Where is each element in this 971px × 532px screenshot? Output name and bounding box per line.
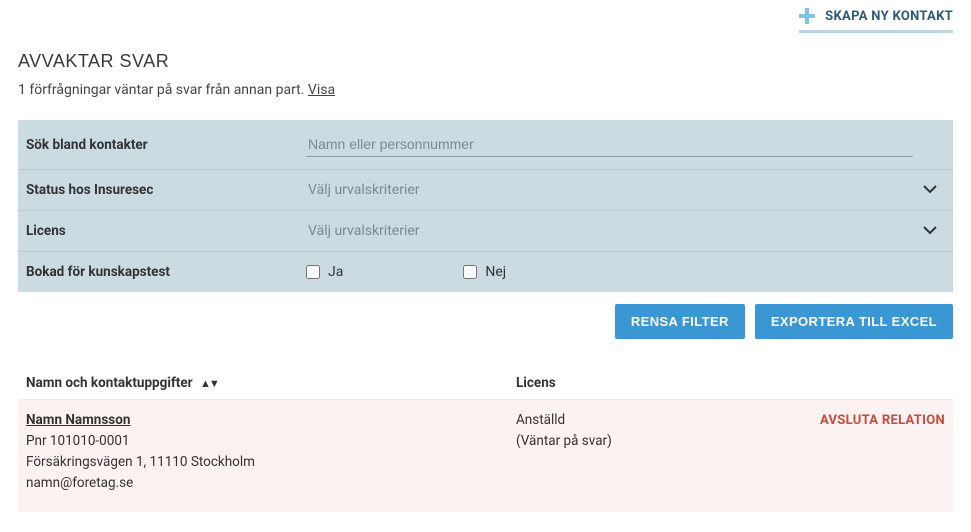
col-header-action — [766, 375, 945, 391]
filter-control-license: Välj urvalskriterier — [306, 223, 953, 239]
filter-row-booked: Bokad för kunskapstest Ja Nej — [18, 252, 953, 292]
filter-actions: RENSA FILTER EXPORTERA TILL EXCEL — [18, 304, 953, 339]
filter-panel: Sök bland kontakter Status hos Insuresec… — [18, 120, 953, 292]
table-header: Namn och kontaktuppgifter ▲▼ Licens — [18, 367, 953, 400]
col-header-license[interactable]: Licens — [516, 375, 766, 391]
filter-row-search: Sök bland kontakter — [18, 120, 953, 170]
filter-label-license: Licens — [26, 223, 306, 239]
cell-license: Anställd (Väntar på svar) — [516, 410, 766, 494]
filter-row-license[interactable]: Licens Välj urvalskriterier — [18, 211, 953, 252]
contact-name-link[interactable]: Namn Namnsson — [26, 410, 516, 431]
contact-address: Försäkringsvägen 1, 11110 Stockholm — [26, 452, 516, 473]
awaiting-title: AVVAKTAR SVAR — [18, 51, 953, 72]
checkbox-no-input[interactable] — [463, 265, 477, 279]
filter-control-search — [306, 132, 953, 157]
checkbox-no[interactable]: Nej — [463, 264, 506, 280]
chevron-down-icon[interactable] — [923, 223, 937, 239]
export-excel-button[interactable]: EXPORTERA TILL EXCEL — [755, 304, 953, 339]
search-input[interactable] — [306, 132, 913, 157]
awaiting-text: 1 förfrågningar väntar på svar från anna… — [18, 82, 308, 98]
contact-status: (Väntar på svar) — [516, 431, 766, 452]
col-header-name-label: Namn och kontaktuppgifter — [26, 375, 193, 391]
end-relation-button[interactable]: AVSLUTA RELATION — [820, 413, 945, 428]
top-actions: SKAPA NY KONTAKT — [18, 8, 953, 33]
col-header-name[interactable]: Namn och kontaktuppgifter ▲▼ — [26, 375, 516, 391]
create-contact-label: SKAPA NY KONTAKT — [825, 9, 953, 24]
awaiting-text-line: 1 förfrågningar väntar på svar från anna… — [18, 82, 953, 98]
table-row: Namn Namnsson Pnr 101010-0001 Försäkring… — [18, 400, 953, 512]
cell-action: AVSLUTA RELATION — [766, 410, 945, 494]
plus-icon — [799, 8, 815, 24]
filter-label-status: Status hos Insuresec — [26, 182, 306, 198]
checkbox-yes[interactable]: Ja — [306, 264, 343, 280]
checkbox-yes-label: Ja — [328, 264, 343, 280]
contact-pnr: Pnr 101010-0001 — [26, 431, 516, 452]
chevron-down-icon[interactable] — [923, 182, 937, 198]
checkbox-yes-input[interactable] — [306, 265, 320, 279]
sort-icon: ▲▼ — [200, 377, 218, 390]
create-contact-button[interactable]: SKAPA NY KONTAKT — [799, 8, 953, 33]
checkbox-no-label: Nej — [485, 264, 506, 280]
clear-filter-button[interactable]: RENSA FILTER — [615, 304, 745, 339]
cell-contact: Namn Namnsson Pnr 101010-0001 Försäkring… — [26, 410, 516, 494]
filter-label-search: Sök bland kontakter — [26, 137, 306, 153]
contact-email: namn@foretag.se — [26, 473, 516, 494]
filter-row-status[interactable]: Status hos Insuresec Välj urvalskriterie… — [18, 170, 953, 211]
status-select-placeholder: Välj urvalskriterier — [306, 182, 420, 198]
filter-control-booked: Ja Nej — [306, 264, 953, 280]
contact-role: Anställd — [516, 410, 766, 431]
filter-label-booked: Bokad för kunskapstest — [26, 264, 306, 280]
filter-control-status: Välj urvalskriterier — [306, 182, 953, 198]
awaiting-show-link[interactable]: Visa — [308, 82, 335, 98]
license-select-placeholder: Välj urvalskriterier — [306, 223, 420, 239]
